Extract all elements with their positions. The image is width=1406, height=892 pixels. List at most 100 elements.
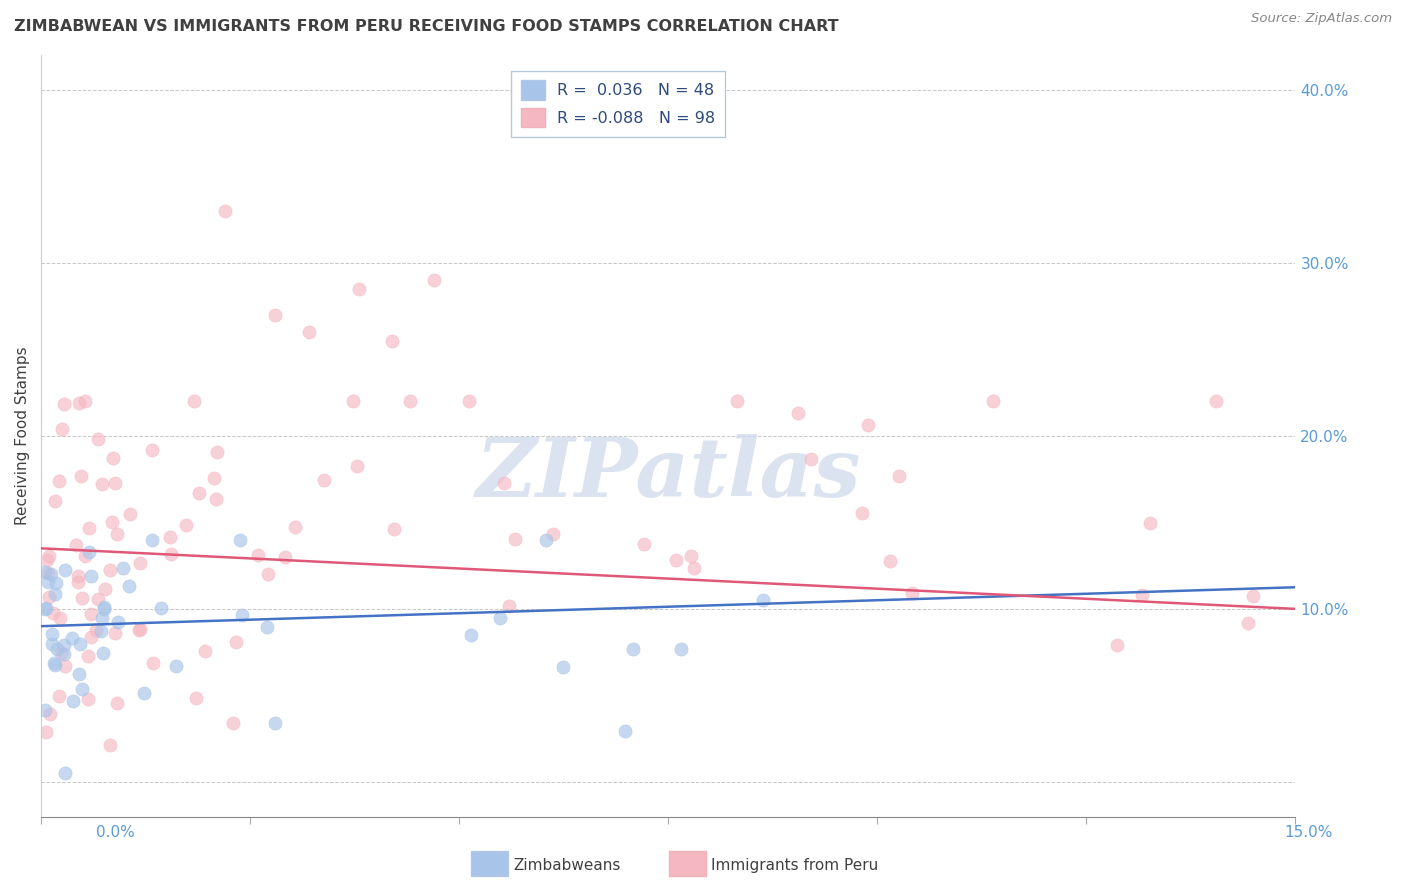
Point [683, 561, 706, 575]
Point [55, 765, 77, 780]
Point [665, 553, 688, 567]
Point [118, 507, 141, 521]
Point [669, 642, 692, 657]
Point [105, 696, 128, 710]
Point [94, 582, 117, 596]
Point [76, 691, 98, 706]
Point [800, 451, 823, 466]
Point [1139, 516, 1161, 530]
Point [901, 586, 924, 600]
Point [53, 647, 76, 661]
Point [222, 716, 245, 731]
Point [53, 397, 76, 411]
Point [492, 475, 515, 490]
Point [112, 561, 135, 575]
Point [129, 556, 152, 570]
Point [399, 394, 422, 409]
Point [37, 553, 59, 567]
Point [41, 637, 63, 651]
Point [38, 549, 60, 563]
Point [66, 574, 89, 589]
Point [44, 494, 66, 508]
Point [98, 563, 121, 577]
Point [1241, 589, 1264, 603]
Point [752, 593, 775, 607]
Point [70, 468, 93, 483]
Point [534, 533, 557, 548]
Point [621, 642, 644, 657]
Point [129, 622, 152, 636]
Point [256, 620, 278, 634]
Point [75, 394, 97, 409]
Point [118, 579, 141, 593]
Point [77, 649, 100, 664]
Point [101, 451, 124, 466]
Point [225, 635, 247, 649]
Point [87, 432, 110, 446]
Point [347, 282, 370, 296]
Point [247, 549, 270, 563]
Point [79, 630, 101, 644]
Point [90, 624, 112, 639]
Point [67, 666, 90, 681]
Point [174, 517, 197, 532]
Point [107, 615, 129, 629]
Point [60, 631, 83, 645]
Point [87, 591, 110, 606]
Point [53, 563, 76, 577]
Point [205, 444, 228, 458]
Point [103, 626, 125, 640]
Point [613, 724, 636, 739]
Point [214, 203, 236, 218]
Point [93, 601, 115, 615]
Point [633, 537, 655, 551]
Point [45, 575, 67, 590]
Point [1205, 394, 1227, 409]
Point [342, 394, 364, 409]
Point [73, 549, 96, 564]
Point [274, 550, 297, 565]
Point [264, 715, 287, 730]
Point [42, 657, 65, 671]
Point [34, 703, 56, 717]
Point [725, 394, 748, 409]
Point [101, 515, 124, 529]
Legend: R =  0.036   N = 48, R = -0.088   N = 98: R = 0.036 N = 48, R = -0.088 N = 98 [512, 70, 725, 136]
Point [79, 521, 101, 535]
Point [80, 607, 103, 621]
Point [46, 641, 69, 656]
Point [204, 492, 226, 507]
Point [187, 485, 209, 500]
Point [105, 527, 128, 541]
Point [35, 724, 58, 739]
Y-axis label: Receiving Food Stamps: Receiving Food Stamps [15, 346, 30, 525]
Point [503, 532, 526, 546]
Point [38, 706, 60, 721]
Point [34, 601, 56, 615]
Point [91, 646, 114, 660]
Point [1130, 588, 1153, 602]
Point [104, 475, 127, 490]
Point [69, 637, 91, 651]
Point [132, 686, 155, 700]
Point [1237, 616, 1260, 631]
Point [67, 569, 90, 583]
Point [80, 568, 103, 582]
Point [44, 587, 66, 601]
Point [91, 610, 114, 624]
Point [229, 533, 252, 548]
Point [37, 575, 59, 590]
Point [44, 658, 66, 673]
Text: ZIPatlas: ZIPatlas [475, 434, 860, 514]
Point [460, 628, 482, 642]
Point [34, 565, 56, 579]
Point [231, 607, 253, 622]
Point [423, 273, 446, 287]
Point [298, 325, 321, 339]
Point [142, 656, 165, 670]
Point [53, 659, 76, 673]
Point [194, 644, 217, 658]
Point [553, 659, 575, 673]
Text: Source: ZipAtlas.com: Source: ZipAtlas.com [1251, 12, 1392, 25]
Point [41, 627, 63, 641]
